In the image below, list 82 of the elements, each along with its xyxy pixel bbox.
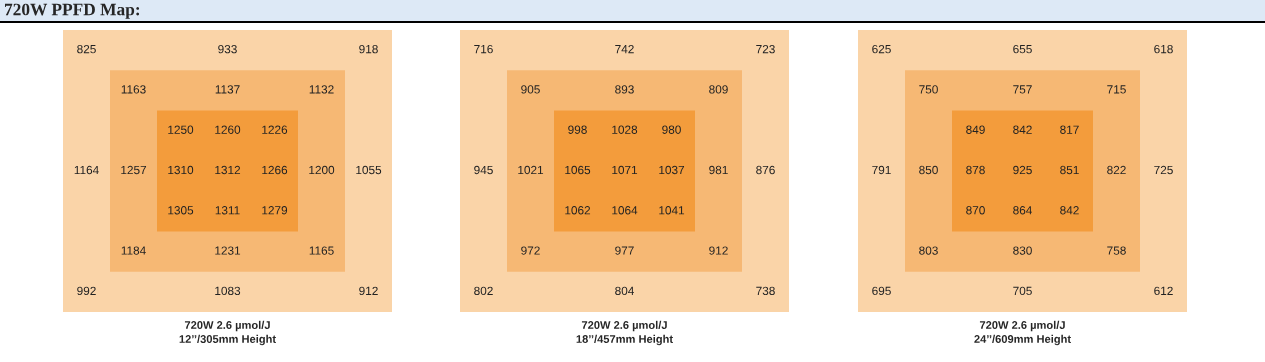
data-label: 655 bbox=[1013, 44, 1032, 54]
data-label: 1041 bbox=[659, 206, 685, 215]
data-label: 822 bbox=[1107, 165, 1126, 175]
data-label: 851 bbox=[1060, 165, 1079, 175]
data-label: 1137 bbox=[215, 85, 240, 94]
data-label: 972 bbox=[521, 246, 540, 255]
data-label: 905 bbox=[521, 85, 540, 94]
data-label: 817 bbox=[1060, 125, 1079, 134]
data-label: 618 bbox=[1154, 44, 1173, 54]
data-label: 1250 bbox=[168, 125, 194, 134]
data-label: 791 bbox=[872, 165, 891, 175]
data-label: 695 bbox=[872, 286, 891, 296]
data-label: 1257 bbox=[121, 165, 147, 175]
data-label: 625 bbox=[872, 44, 891, 54]
data-label: 1305 bbox=[168, 206, 194, 215]
data-label: 1165 bbox=[309, 246, 334, 255]
data-label: 802 bbox=[474, 286, 493, 296]
data-label: 1164 bbox=[74, 165, 99, 175]
data-label: 750 bbox=[919, 85, 938, 94]
data-label: 1055 bbox=[356, 165, 382, 175]
data-label: 742 bbox=[615, 44, 634, 54]
data-label: 757 bbox=[1013, 85, 1032, 94]
data-label: 912 bbox=[709, 246, 728, 255]
text: 18’’/457mm Height bbox=[576, 334, 673, 346]
data-label: 1260 bbox=[215, 125, 241, 134]
data-label: 870 bbox=[966, 206, 985, 215]
data-label: 992 bbox=[77, 286, 96, 296]
data-label: 1028 bbox=[612, 125, 638, 134]
data-label: 933 bbox=[218, 44, 237, 54]
text: 720W PPFD Map: bbox=[4, 3, 140, 19]
data-label: 849 bbox=[966, 125, 985, 134]
data-label: 738 bbox=[756, 286, 775, 296]
text: 720W 2.6 µmol/J bbox=[581, 320, 667, 332]
data-label: 1071 bbox=[612, 165, 638, 175]
data-label: 830 bbox=[1013, 246, 1032, 255]
data-label: 998 bbox=[568, 125, 587, 134]
data-label: 1163 bbox=[121, 85, 146, 94]
data-label: 825 bbox=[77, 44, 96, 54]
data-label: 1083 bbox=[215, 286, 241, 296]
text: 720W 2.6 µmol/J bbox=[184, 320, 270, 332]
data-label: 803 bbox=[919, 246, 938, 255]
data-label: 758 bbox=[1107, 246, 1126, 255]
data-label: 1311 bbox=[215, 206, 240, 215]
data-label: 918 bbox=[359, 44, 378, 54]
data-label: 842 bbox=[1060, 206, 1079, 215]
data-label: 723 bbox=[756, 44, 775, 54]
data-label: 1037 bbox=[659, 165, 685, 175]
data-label: 1231 bbox=[215, 246, 241, 255]
text: 720W 2.6 µmol/J bbox=[979, 320, 1065, 332]
data-label: 705 bbox=[1013, 286, 1032, 296]
data-label: 1184 bbox=[121, 246, 146, 255]
data-label: 1200 bbox=[309, 165, 335, 175]
data-label: 842 bbox=[1013, 125, 1032, 134]
data-label: 878 bbox=[966, 165, 985, 175]
data-label: 850 bbox=[919, 165, 938, 175]
data-label: 876 bbox=[756, 165, 775, 175]
data-label: 1062 bbox=[565, 206, 591, 215]
data-label: 1226 bbox=[262, 125, 288, 134]
data-label: 912 bbox=[359, 286, 378, 296]
text: 24’’/609mm Height bbox=[974, 334, 1071, 346]
data-label: 715 bbox=[1107, 85, 1126, 94]
data-label: 945 bbox=[474, 165, 493, 175]
data-label: 725 bbox=[1154, 165, 1173, 175]
data-label: 809 bbox=[709, 85, 728, 94]
data-label: 612 bbox=[1154, 286, 1173, 296]
data-label: 977 bbox=[615, 246, 634, 255]
data-label: 980 bbox=[662, 125, 681, 134]
data-label: 1064 bbox=[612, 206, 638, 215]
data-label: 981 bbox=[709, 165, 728, 175]
text: 12’’/305mm Height bbox=[179, 334, 276, 346]
data-label: 893 bbox=[615, 85, 634, 94]
data-label: 1021 bbox=[518, 165, 544, 175]
data-label: 804 bbox=[615, 286, 634, 296]
data-label: 1312 bbox=[215, 165, 241, 175]
data-label: 716 bbox=[474, 44, 493, 54]
data-label: 1266 bbox=[262, 165, 288, 175]
data-label: 1310 bbox=[168, 165, 194, 175]
data-label: 864 bbox=[1013, 206, 1032, 215]
data-label: 1279 bbox=[262, 206, 288, 215]
data-label: 1132 bbox=[309, 85, 334, 94]
data-label: 925 bbox=[1013, 165, 1032, 175]
data-label: 1065 bbox=[565, 165, 591, 175]
